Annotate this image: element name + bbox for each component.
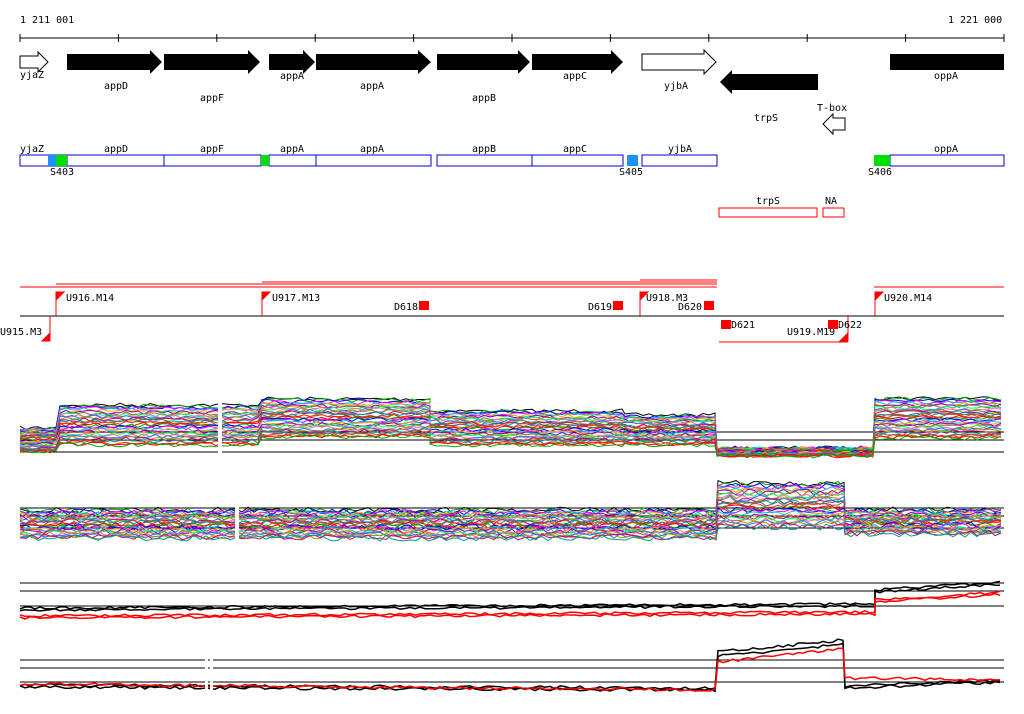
coordinate-ruler: 1 211 001 1 221 000	[19, 15, 1005, 42]
gene-arrow-yjbA[interactable]	[641, 48, 717, 76]
operon-box-appA-1[interactable]	[268, 154, 317, 167]
gene-arrow-oppA[interactable]	[890, 54, 1004, 70]
gene-arrow-appA-2[interactable]	[316, 50, 431, 74]
gene-arrow-appC[interactable]	[532, 50, 623, 74]
operon-box-appA-2[interactable]	[315, 154, 432, 167]
expression-track-2	[19, 479, 1004, 545]
segment-label-U915: U915.M3	[0, 327, 42, 338]
expression-line	[19, 400, 1002, 452]
gene-label-yjaZ: yjaZ	[20, 70, 44, 81]
gene-arrow-appB[interactable]	[437, 50, 530, 74]
expression-line	[19, 515, 1002, 537]
gene-arrow-appF[interactable]	[164, 50, 260, 74]
operon-box-trpS[interactable]	[718, 207, 818, 218]
ruler-end-label: 1 221 000	[948, 15, 1002, 26]
summary-line	[19, 583, 1001, 612]
segment-label-D618: D618	[394, 302, 418, 313]
segment-label-U920: U920.M14	[884, 293, 932, 304]
gene-track: yjaZ appD appF appA appA appB appC yjbA …	[19, 48, 1004, 136]
expression-track-1	[19, 396, 1004, 460]
gene-arrow-trpS[interactable]	[720, 70, 818, 94]
gene-arrow-appD[interactable]	[67, 50, 162, 74]
gene-label-appD: appD	[104, 81, 128, 92]
operon-label-oppA: oppA	[934, 144, 958, 155]
tbox-label: T-box	[817, 103, 847, 114]
expression-line	[19, 523, 1002, 542]
operon-label-appC: appC	[563, 144, 587, 155]
operon-box-appC[interactable]	[531, 154, 624, 167]
segment-block-D620[interactable]	[704, 301, 714, 310]
operon-label-appD: appD	[104, 144, 128, 155]
segment-block-D619[interactable]	[613, 301, 623, 310]
segment-track: U916.M14 U917.M13 U918.M3 U920.M14 U915.…	[0, 279, 1004, 343]
site-marker-green-3	[874, 155, 890, 166]
gene-arrow-yjaZ[interactable]	[19, 50, 49, 74]
expression-line	[19, 493, 1002, 523]
operon-box-NA[interactable]	[822, 207, 845, 218]
expression-line	[19, 522, 1002, 541]
operon-label-yjbA: yjbA	[668, 144, 692, 155]
operon-label-appA-2: appA	[360, 144, 384, 155]
segment-block-D618[interactable]	[419, 301, 429, 310]
gene-label-appC: appC	[563, 71, 587, 82]
expression-line	[19, 520, 1002, 540]
gene-label-oppA: oppA	[934, 71, 958, 82]
segment-label-U918: U918.M3	[646, 293, 688, 304]
expression-line	[19, 484, 1002, 517]
expression-line	[19, 434, 1002, 459]
operon-label-trpS: trpS	[756, 196, 780, 207]
segment-label-D621: D621	[731, 320, 755, 331]
ruler-start-label: 1 211 001	[20, 15, 74, 26]
site-label-S405: S405	[619, 167, 643, 178]
gene-label-trpS: trpS	[754, 113, 778, 124]
expression-line	[19, 499, 1002, 527]
expression-line	[19, 411, 1002, 454]
site-marker-blue-1	[48, 155, 56, 166]
segment-label-D622: D622	[838, 320, 862, 331]
segment-block-D621[interactable]	[721, 320, 731, 329]
expression-track-3	[19, 580, 1004, 620]
operon-label-appB: appB	[472, 144, 496, 155]
expression-line	[19, 479, 1002, 514]
operon-label-appF: appF	[200, 144, 224, 155]
segment-label-D620: D620	[678, 302, 702, 313]
gene-label-appA-2: appA	[360, 81, 384, 92]
summary-line	[19, 647, 1001, 692]
expression-line	[19, 517, 1002, 538]
expression-line	[19, 417, 1002, 455]
summary-line	[19, 642, 1001, 693]
segment-label-U916: U916.M14	[66, 293, 114, 304]
gene-label-appF: appF	[200, 93, 224, 104]
gene-label-appA-1: appA	[280, 71, 304, 82]
gene-arrow-appA-1[interactable]	[269, 50, 315, 74]
operon-box-yjbA[interactable]	[641, 154, 718, 167]
site-label-S406: S406	[868, 167, 892, 178]
site-marker-blue-2	[627, 155, 638, 166]
operon-box-appD[interactable]	[66, 154, 165, 167]
segment-label-U919: U919.M19	[787, 327, 835, 338]
operon-label-NA: NA	[825, 196, 837, 207]
segment-block-D622[interactable]	[828, 320, 838, 329]
expression-line	[19, 433, 1002, 459]
operon-box-appF[interactable]	[163, 154, 262, 167]
operon-label-appA-1: appA	[280, 144, 304, 155]
summary-line	[19, 592, 1001, 620]
site-marker-green-1	[56, 155, 67, 166]
segment-label-D619: D619	[588, 302, 612, 313]
gene-label-appB: appB	[472, 93, 496, 104]
operon-label-yjaZ: yjaZ	[20, 144, 44, 155]
segment-label-U917: U917.M13	[272, 293, 320, 304]
site-marker-green-2	[261, 155, 269, 166]
summary-line	[19, 590, 1001, 618]
operon-track: yjaZ appD appF appA appA appB appC yjbA …	[19, 144, 1005, 218]
expression-line	[19, 405, 1002, 453]
site-label-S403: S403	[50, 167, 74, 178]
gene-label-yjbA: yjbA	[664, 81, 688, 92]
tbox-arrow[interactable]	[822, 112, 846, 136]
operon-box-appB[interactable]	[436, 154, 533, 167]
operon-box-oppA[interactable]	[889, 154, 1005, 167]
expression-track-4	[19, 638, 1004, 695]
summary-line	[19, 580, 1001, 610]
